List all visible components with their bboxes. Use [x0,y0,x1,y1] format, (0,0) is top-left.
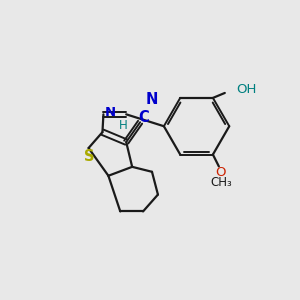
Text: N: N [146,92,158,107]
Text: OH: OH [237,83,257,97]
Text: N: N [105,106,116,119]
Text: C: C [139,110,149,125]
Text: CH₃: CH₃ [210,176,232,189]
Text: S: S [84,149,95,164]
Text: H: H [119,119,128,132]
Text: O: O [216,166,226,179]
